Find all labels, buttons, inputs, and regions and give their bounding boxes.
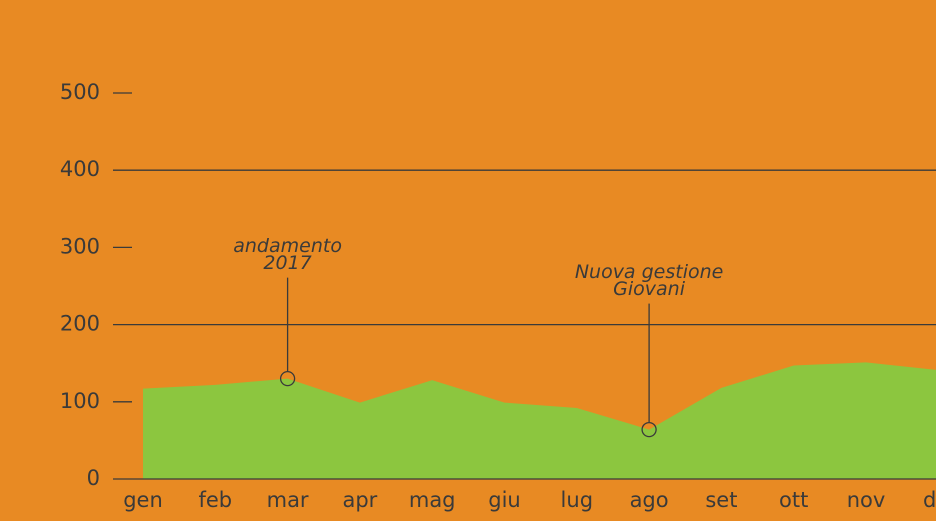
x-tick-label: apr — [342, 488, 377, 512]
x-tick-label: nov — [847, 488, 886, 512]
x-tick-label: mar — [267, 488, 309, 512]
x-tick-label: feb — [198, 488, 232, 512]
x-tick-label: gen — [123, 488, 163, 512]
x-tick-label: ago — [630, 488, 669, 512]
annotation-text: Nuova gestione — [575, 261, 724, 283]
annotation-marker — [279, 370, 296, 387]
x-tick-label: ott — [779, 488, 808, 512]
y-tick-label: 300 — [60, 234, 100, 258]
annotation-text: andamento — [233, 235, 342, 257]
y-tick-label: 0 — [87, 466, 100, 490]
y-tick-label: 400 — [60, 157, 100, 181]
x-tick-label: lug — [561, 488, 593, 512]
y-tick-label: 200 — [60, 312, 100, 336]
x-tick-label: set — [705, 488, 737, 512]
x-tick-label: giu — [488, 488, 520, 512]
annotation-text: 2017 — [263, 252, 311, 274]
annotation-text: Giovani — [613, 278, 686, 300]
x-tick-label: mag — [409, 488, 456, 512]
area — [143, 362, 936, 479]
y-tick-label: 500 — [60, 80, 100, 104]
y-tick-label: 100 — [60, 389, 100, 413]
x-tick-label: dic — [923, 488, 936, 512]
annotation-marker — [641, 421, 657, 438]
